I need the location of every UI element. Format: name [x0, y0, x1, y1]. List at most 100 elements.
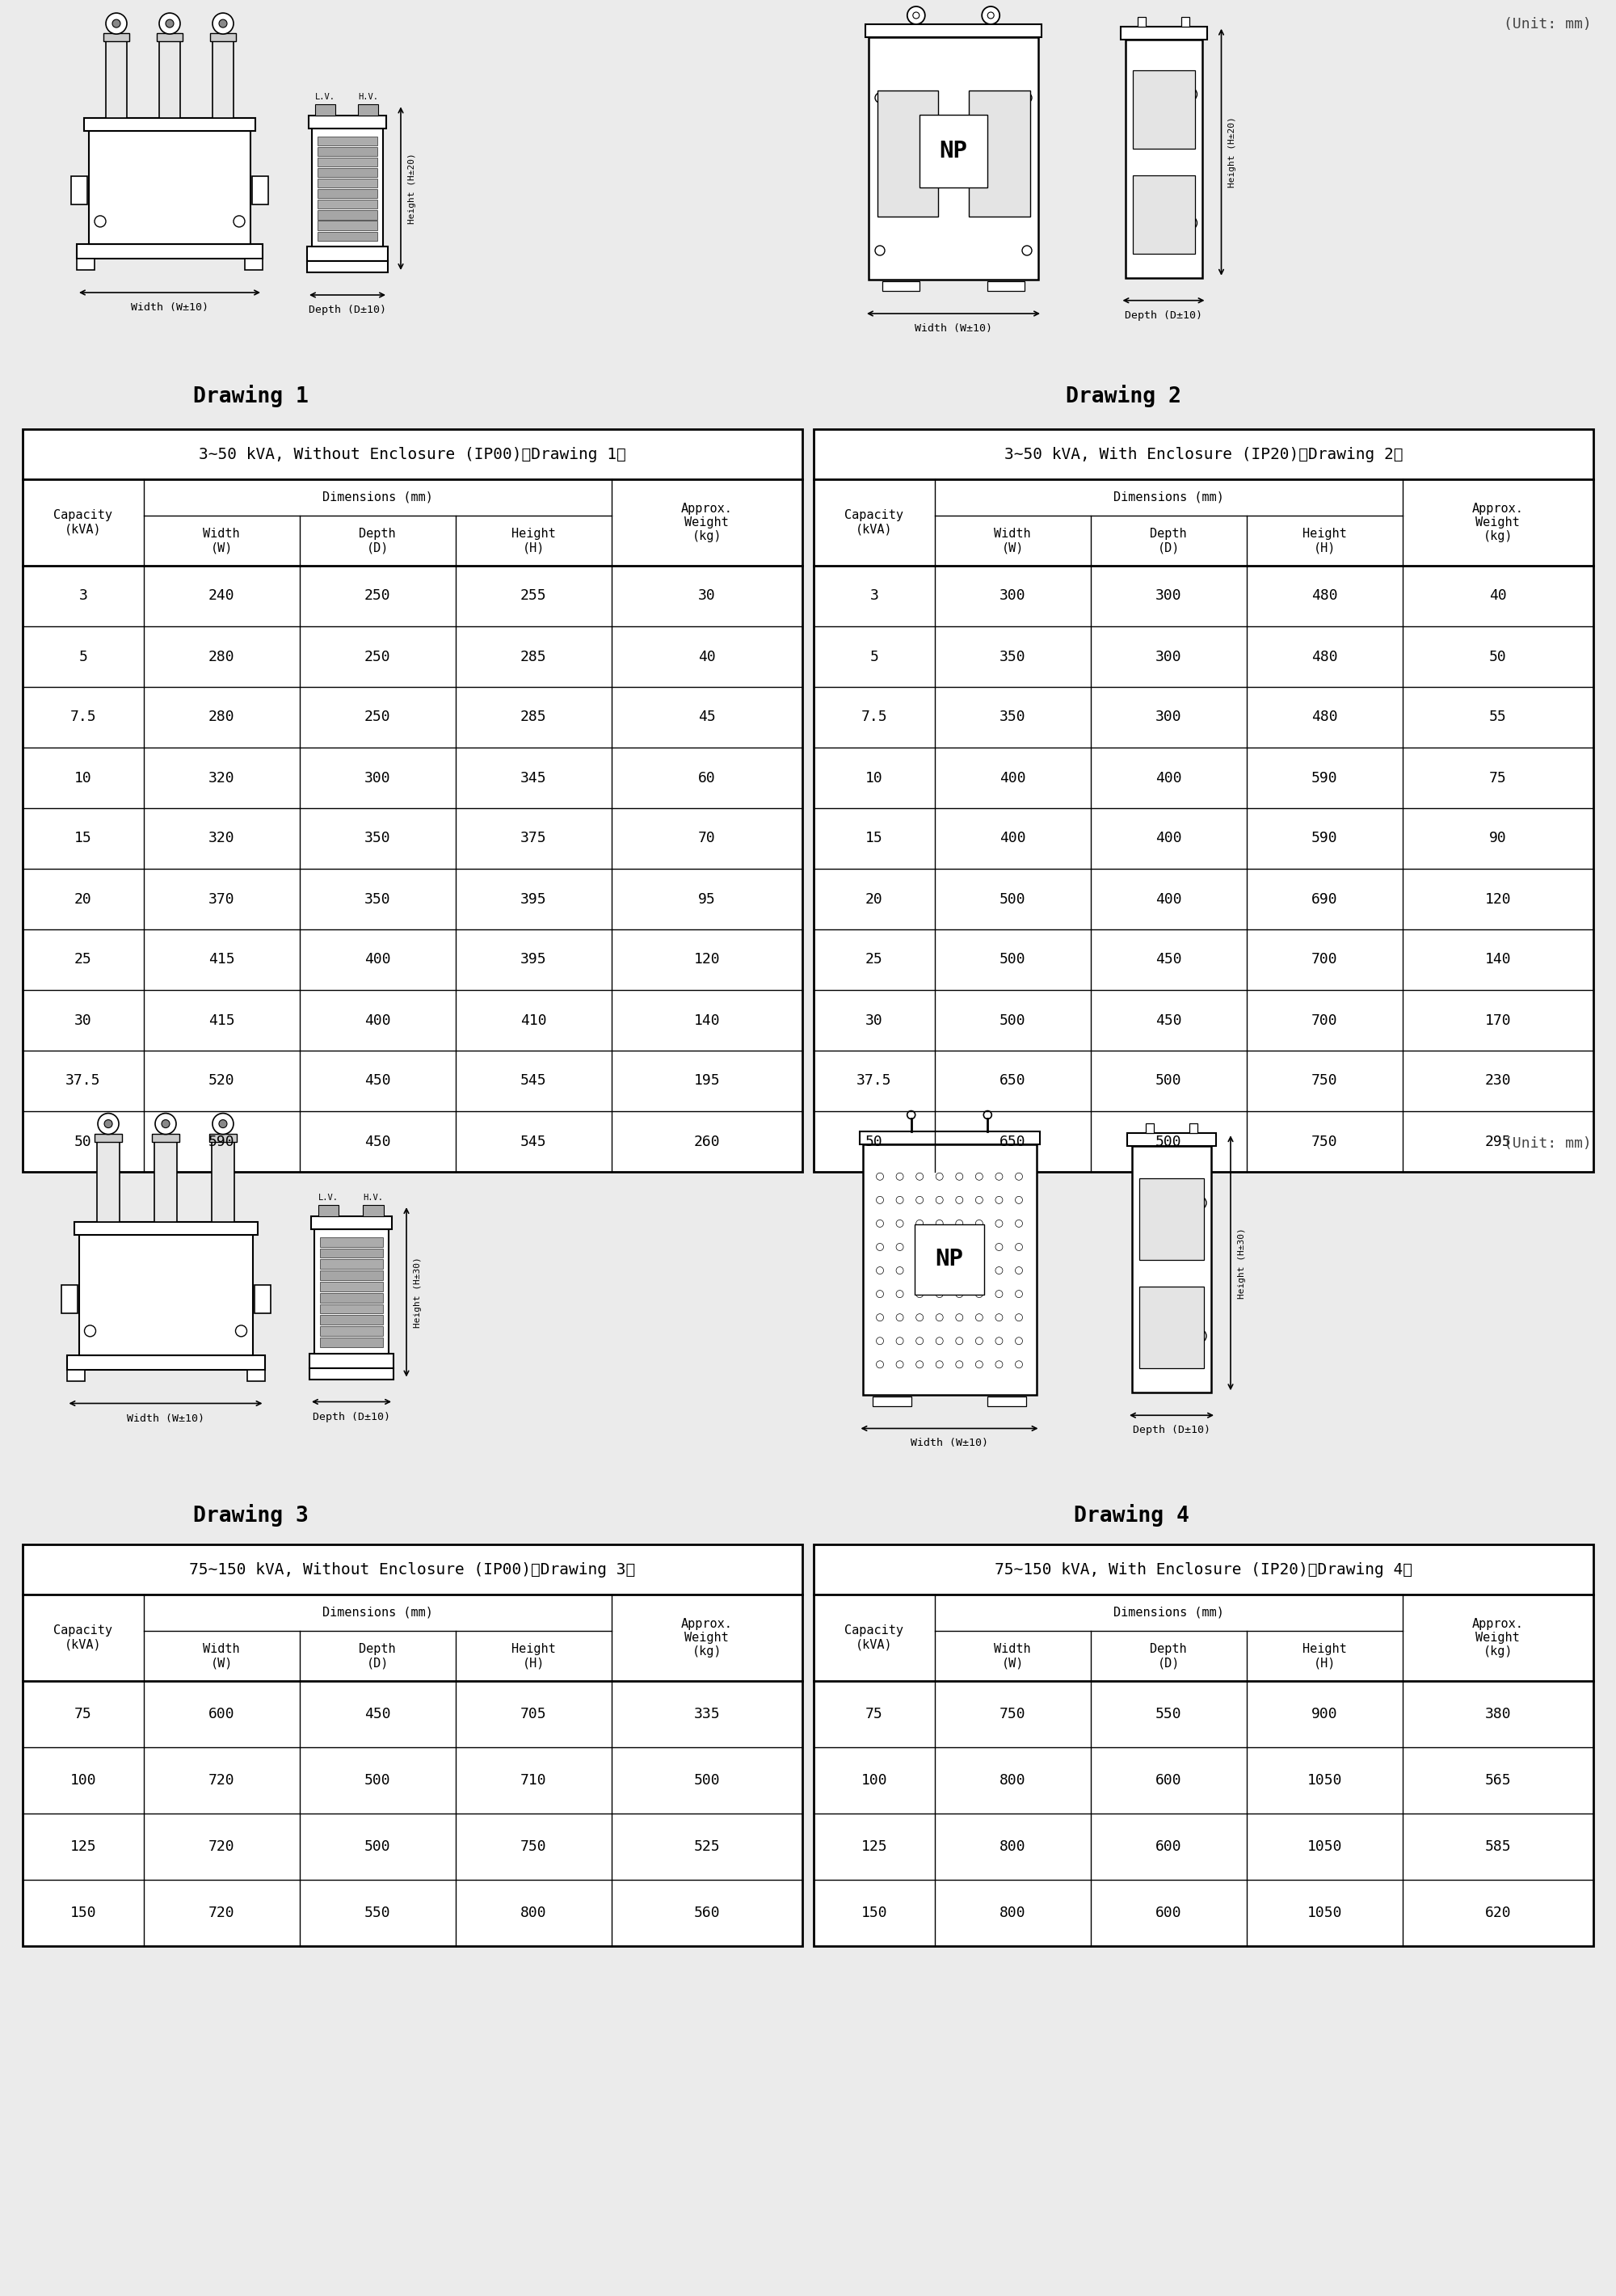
Bar: [320, 1249, 383, 1258]
Bar: [1139, 1286, 1204, 1368]
Text: 90: 90: [1488, 831, 1506, 845]
Text: 620: 620: [1485, 1906, 1511, 1919]
Circle shape: [983, 7, 1000, 25]
Text: 5: 5: [869, 650, 879, 664]
Text: Depth (D±10): Depth (D±10): [309, 305, 386, 315]
Text: 400: 400: [1155, 891, 1181, 907]
Text: 545: 545: [520, 1075, 546, 1088]
Bar: [1146, 1123, 1154, 1134]
Bar: [860, 1132, 1039, 1143]
Bar: [71, 177, 87, 204]
Bar: [318, 1205, 339, 1217]
Text: 75: 75: [865, 1706, 882, 1722]
Text: 10: 10: [865, 771, 882, 785]
Text: 15: 15: [865, 831, 882, 845]
Circle shape: [213, 14, 233, 34]
Text: 150: 150: [861, 1906, 887, 1919]
Text: 600: 600: [1155, 1773, 1181, 1789]
Bar: [158, 41, 181, 117]
Bar: [869, 37, 1037, 280]
Bar: [317, 147, 378, 156]
Text: 720: 720: [208, 1906, 234, 1919]
Text: Approx.
Weight
(kg): Approx. Weight (kg): [680, 1619, 732, 1658]
Circle shape: [907, 7, 924, 25]
Bar: [317, 188, 378, 197]
Text: 450: 450: [364, 1134, 391, 1148]
Bar: [814, 1545, 1593, 1947]
Text: 25: 25: [74, 953, 92, 967]
Circle shape: [220, 18, 226, 28]
Text: 350: 350: [999, 709, 1026, 726]
Text: 750: 750: [1311, 1134, 1338, 1148]
Text: 230: 230: [1485, 1075, 1511, 1088]
Text: 120: 120: [1485, 891, 1511, 907]
Text: 30: 30: [74, 1013, 92, 1029]
Text: 480: 480: [1311, 650, 1338, 664]
Text: 800: 800: [520, 1906, 546, 1919]
Circle shape: [113, 18, 120, 28]
Text: 140: 140: [693, 1013, 721, 1029]
Bar: [866, 25, 1041, 37]
Text: 50: 50: [74, 1134, 92, 1148]
Text: 590: 590: [1311, 771, 1338, 785]
Circle shape: [158, 14, 181, 34]
Text: 30: 30: [698, 588, 716, 604]
Text: 800: 800: [999, 1906, 1026, 1919]
Text: L.V.: L.V.: [315, 94, 336, 101]
Bar: [84, 117, 255, 131]
Text: 125: 125: [69, 1839, 97, 1853]
Bar: [312, 129, 383, 246]
Text: 480: 480: [1311, 588, 1338, 604]
Text: 500: 500: [999, 891, 1026, 907]
Text: 120: 120: [693, 953, 721, 967]
Bar: [1128, 1134, 1217, 1146]
Text: 500: 500: [999, 953, 1026, 967]
Text: 500: 500: [1155, 1134, 1181, 1148]
Text: 320: 320: [208, 831, 234, 845]
Bar: [320, 1281, 383, 1290]
Text: 720: 720: [208, 1773, 234, 1789]
Circle shape: [218, 1120, 226, 1127]
Bar: [317, 200, 378, 209]
Bar: [968, 90, 1029, 216]
Bar: [320, 1270, 383, 1281]
Bar: [95, 1134, 123, 1141]
Bar: [66, 1355, 265, 1368]
Bar: [310, 1352, 394, 1368]
Circle shape: [99, 1114, 120, 1134]
Text: 50: 50: [1488, 650, 1506, 664]
Bar: [320, 1238, 383, 1247]
Text: 750: 750: [520, 1839, 546, 1853]
Text: H.V.: H.V.: [359, 94, 378, 101]
Bar: [320, 1293, 383, 1302]
Text: Approx.
Weight
(kg): Approx. Weight (kg): [1472, 503, 1524, 542]
Text: 75~150 kVA, Without Enclosure (IP00)【Drawing 3】: 75~150 kVA, Without Enclosure (IP00)【Dra…: [189, 1561, 635, 1577]
Text: Approx.
Weight
(kg): Approx. Weight (kg): [1472, 1619, 1524, 1658]
Text: H.V.: H.V.: [364, 1194, 383, 1201]
Text: 600: 600: [208, 1706, 234, 1722]
Bar: [74, 1221, 257, 1235]
Text: Height
(H): Height (H): [511, 1644, 556, 1669]
Bar: [89, 131, 250, 243]
Text: 1050: 1050: [1307, 1906, 1341, 1919]
Text: 600: 600: [1155, 1906, 1181, 1919]
Text: 370: 370: [208, 891, 234, 907]
Text: 250: 250: [364, 588, 391, 604]
Bar: [212, 1141, 234, 1221]
Bar: [78, 243, 262, 259]
Bar: [362, 1205, 383, 1217]
Bar: [1133, 71, 1194, 149]
Text: 750: 750: [999, 1706, 1026, 1722]
Text: 250: 250: [364, 650, 391, 664]
Text: 450: 450: [364, 1075, 391, 1088]
Bar: [882, 280, 920, 292]
Text: 50: 50: [865, 1134, 882, 1148]
Text: 125: 125: [861, 1839, 887, 1853]
Text: Height (H±20): Height (H±20): [407, 154, 417, 225]
Bar: [873, 1396, 911, 1405]
Text: 345: 345: [520, 771, 546, 785]
Text: (Unit: mm): (Unit: mm): [1504, 1137, 1592, 1150]
Bar: [213, 41, 233, 117]
Bar: [157, 32, 183, 41]
Text: 400: 400: [364, 1013, 391, 1029]
